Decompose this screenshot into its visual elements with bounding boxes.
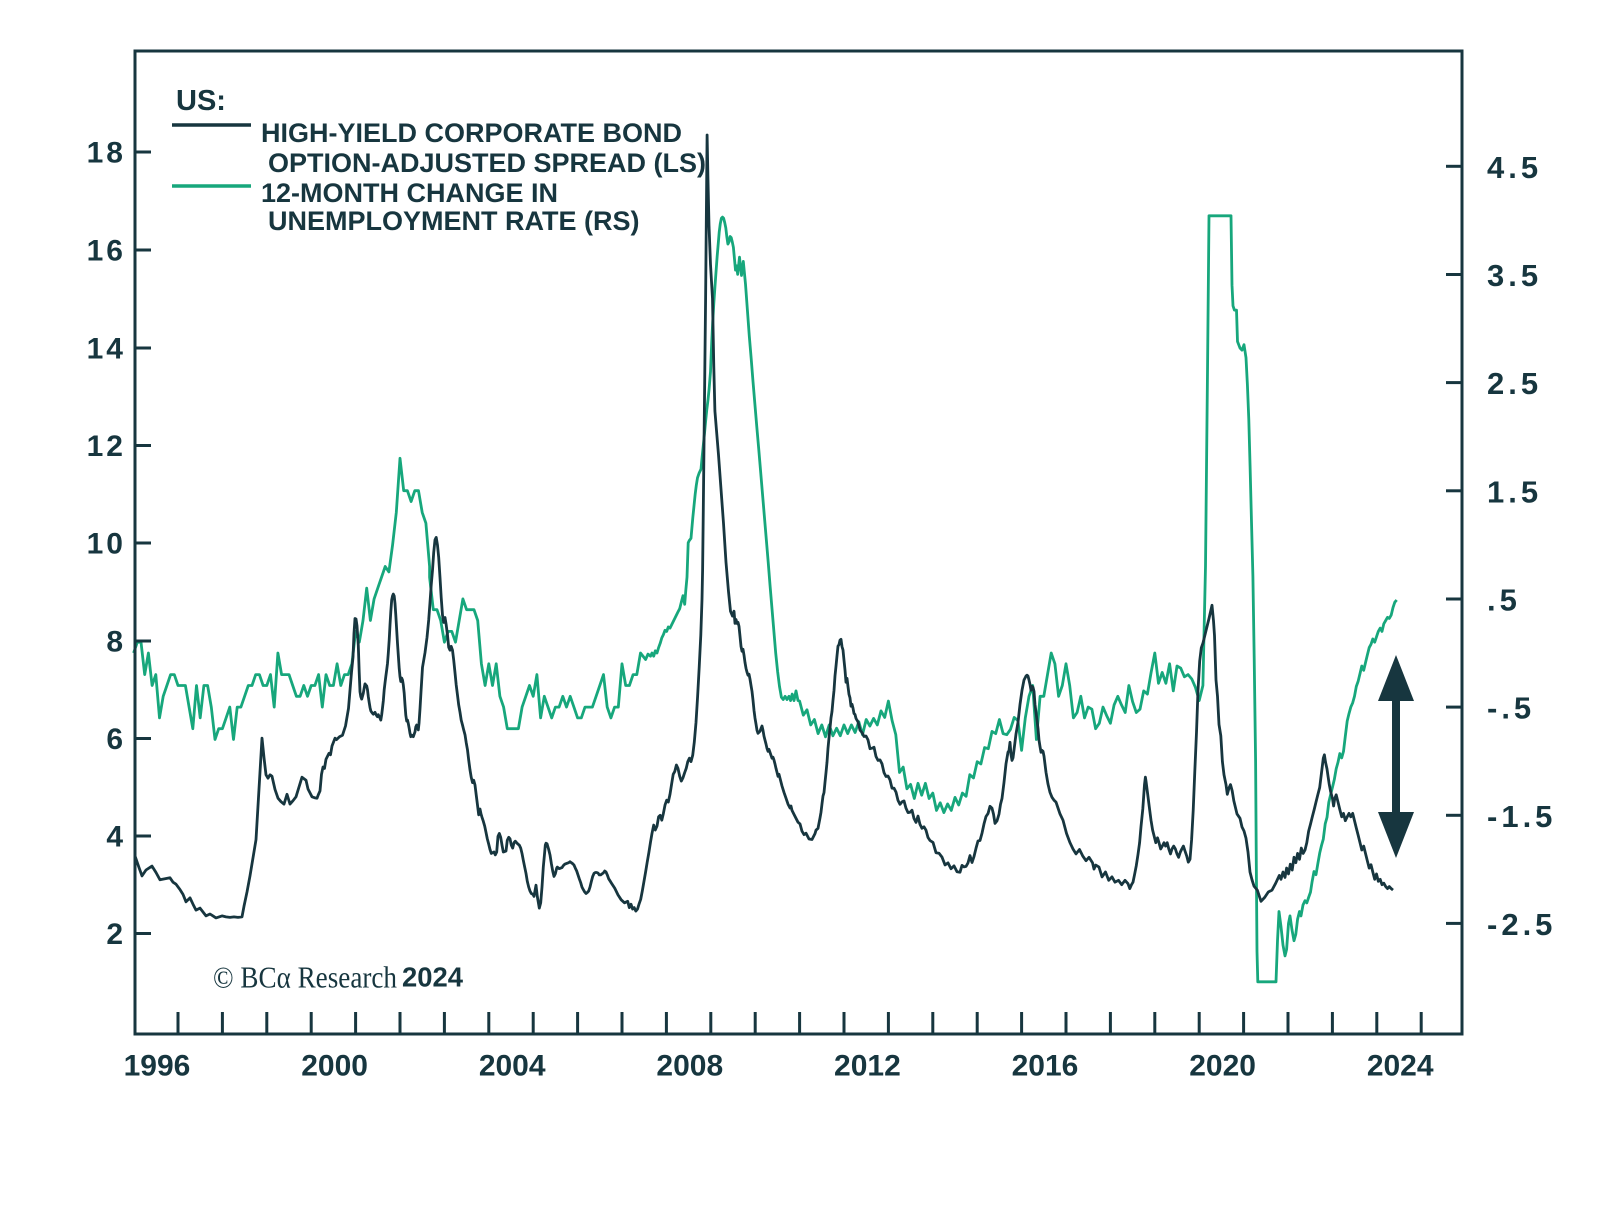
svg-text:2008: 2008 [656,1050,723,1083]
svg-text:12: 12 [87,430,126,463]
svg-text:US:: US: [176,85,226,117]
svg-text:-2.5: -2.5 [1487,907,1556,942]
svg-text:8: 8 [106,626,126,659]
svg-text:1996: 1996 [124,1050,191,1083]
svg-text:2.5: 2.5 [1487,366,1542,401]
svg-text:2004: 2004 [479,1050,546,1083]
svg-text:14: 14 [87,333,126,366]
svg-text:2012: 2012 [834,1050,901,1083]
svg-text:10: 10 [87,528,126,561]
svg-text:4.5: 4.5 [1487,150,1542,185]
svg-text:4: 4 [106,821,126,854]
svg-text:2020: 2020 [1189,1050,1256,1083]
svg-text:6: 6 [106,723,126,756]
svg-text:2: 2 [106,918,126,951]
svg-text:-1.5: -1.5 [1487,799,1556,834]
svg-text:.5: .5 [1487,583,1521,618]
svg-text:12-MONTH CHANGE IN: 12-MONTH CHANGE IN [261,178,558,208]
svg-text:OPTION-ADJUSTED SPREAD (LS): OPTION-ADJUSTED SPREAD (LS) [268,148,706,178]
svg-text:2000: 2000 [301,1050,368,1083]
svg-text:18: 18 [87,137,126,170]
svg-text:16: 16 [87,235,126,268]
svg-text:UNEMPLOYMENT RATE (RS): UNEMPLOYMENT RATE (RS) [268,206,640,236]
svg-text:© BCα Research: © BCα Research [213,960,397,995]
svg-text:2016: 2016 [1012,1050,1079,1083]
svg-text:HIGH-YIELD CORPORATE BOND: HIGH-YIELD CORPORATE BOND [261,118,682,148]
svg-text:2024: 2024 [1367,1050,1434,1083]
svg-text:1.5: 1.5 [1487,474,1542,509]
svg-text:-.5: -.5 [1487,691,1535,726]
svg-text:3.5: 3.5 [1487,258,1542,293]
svg-text:2024: 2024 [402,962,463,993]
